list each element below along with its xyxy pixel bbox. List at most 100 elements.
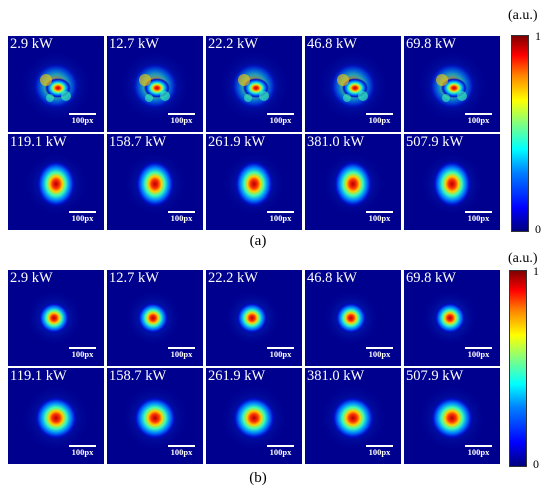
scale-bar: 100px bbox=[267, 445, 294, 457]
power-label: 119.1 kW bbox=[10, 368, 67, 384]
power-label: 261.9 kW bbox=[208, 134, 266, 150]
scale-bar: 100px bbox=[465, 113, 492, 125]
beam-tile: 381.0 kW 100px bbox=[305, 134, 401, 230]
beam-profile-image bbox=[418, 384, 486, 452]
scale-bar-label: 100px bbox=[71, 213, 94, 223]
beam-tile: 2.9 kW 100px bbox=[8, 270, 104, 366]
scale-bar-line bbox=[69, 347, 96, 349]
beam-tile: 261.9 kW 100px bbox=[206, 134, 302, 230]
beam-profile-image bbox=[119, 50, 191, 122]
colorbar bbox=[511, 35, 529, 232]
beam-profile-image bbox=[220, 384, 288, 452]
beam-tile: 12.7 kW 100px bbox=[107, 36, 203, 132]
beam-profile-image bbox=[121, 384, 189, 452]
scale-bar-line bbox=[168, 347, 195, 349]
beam-profile-image bbox=[317, 50, 389, 122]
scale-bar: 100px bbox=[366, 113, 393, 125]
power-label: 46.8 kW bbox=[307, 270, 357, 286]
beam-profile-image bbox=[321, 152, 385, 216]
scale-bar-line bbox=[69, 445, 96, 447]
scale-bar-label: 100px bbox=[467, 349, 490, 359]
beam-profile-image bbox=[222, 152, 286, 216]
scale-bar-label: 100px bbox=[269, 349, 292, 359]
beam-tile: 22.2 kW 100px bbox=[206, 36, 302, 132]
colorbar-max-label: 1 bbox=[535, 29, 541, 43]
colorbar-min-label: 0 bbox=[533, 457, 539, 471]
scale-bar-line bbox=[267, 113, 294, 115]
power-label: 2.9 kW bbox=[10, 36, 53, 52]
scale-bar-label: 100px bbox=[467, 447, 490, 457]
scale-bar-line bbox=[168, 113, 195, 115]
scale-bar-label: 100px bbox=[368, 115, 391, 125]
scale-bar: 100px bbox=[69, 445, 96, 457]
scale-bar-line bbox=[465, 113, 492, 115]
panel-caption: (a) bbox=[249, 233, 267, 249]
scale-bar: 100px bbox=[69, 347, 96, 359]
power-label: 507.9 kW bbox=[406, 368, 464, 384]
scale-bar-label: 100px bbox=[467, 115, 490, 125]
beam-tile: 46.8 kW 100px bbox=[305, 36, 401, 132]
scale-bar-line bbox=[168, 445, 195, 447]
scale-bar-line bbox=[366, 347, 393, 349]
power-label: 46.8 kW bbox=[307, 36, 357, 52]
scale-bar-label: 100px bbox=[269, 115, 292, 125]
beam-profile-image bbox=[224, 290, 280, 346]
scale-bar-label: 100px bbox=[269, 213, 292, 223]
beam-profile-image bbox=[319, 384, 387, 452]
scale-bar: 100px bbox=[168, 445, 195, 457]
unit-label: (a.u.) bbox=[508, 8, 538, 23]
scale-bar-label: 100px bbox=[170, 213, 193, 223]
scale-bar: 100px bbox=[168, 113, 195, 125]
power-label: 381.0 kW bbox=[307, 368, 365, 384]
scale-bar: 100px bbox=[267, 211, 294, 223]
scale-bar: 100px bbox=[366, 347, 393, 359]
scale-bar: 100px bbox=[267, 113, 294, 125]
colorbar-max-label: 1 bbox=[533, 264, 539, 278]
power-label: 381.0 kW bbox=[307, 134, 365, 150]
scale-bar-label: 100px bbox=[467, 213, 490, 223]
beam-tile: 2.9 kW 100px bbox=[8, 36, 104, 132]
scale-bar: 100px bbox=[69, 211, 96, 223]
beam-tile: 261.9 kW 100px bbox=[206, 368, 302, 464]
beam-tile: 119.1 kW 100px bbox=[8, 368, 104, 464]
scale-bar-line bbox=[465, 211, 492, 213]
power-label: 158.7 kW bbox=[109, 134, 167, 150]
beam-tile: 22.2 kW 100px bbox=[206, 270, 302, 366]
scale-bar-label: 100px bbox=[170, 349, 193, 359]
scale-bar: 100px bbox=[366, 445, 393, 457]
scale-bar-label: 100px bbox=[170, 447, 193, 457]
beam-profile-image bbox=[218, 50, 290, 122]
beam-tile: 158.7 kW 100px bbox=[107, 368, 203, 464]
scale-bar-line bbox=[366, 113, 393, 115]
beam-profile-image bbox=[125, 290, 181, 346]
beam-profile-image bbox=[422, 290, 478, 346]
scale-bar-line bbox=[69, 113, 96, 115]
scale-bar: 100px bbox=[267, 347, 294, 359]
scale-bar-line bbox=[267, 347, 294, 349]
beam-tile: 119.1 kW 100px bbox=[8, 134, 104, 230]
scale-bar-line bbox=[267, 211, 294, 213]
scale-bar-label: 100px bbox=[368, 349, 391, 359]
unit-label: (a.u.) bbox=[508, 251, 538, 266]
power-label: 12.7 kW bbox=[109, 270, 159, 286]
scale-bar: 100px bbox=[366, 211, 393, 223]
scale-bar-line bbox=[267, 445, 294, 447]
colorbar-min-label: 0 bbox=[535, 222, 541, 236]
panel-caption: (b) bbox=[249, 470, 267, 486]
scale-bar-label: 100px bbox=[71, 447, 94, 457]
power-label: 2.9 kW bbox=[10, 270, 53, 286]
scale-bar: 100px bbox=[465, 211, 492, 223]
scale-bar: 100px bbox=[168, 347, 195, 359]
scale-bar: 100px bbox=[465, 445, 492, 457]
beam-tile: 507.9 kW 100px bbox=[404, 368, 500, 464]
beam-profile-image bbox=[26, 290, 82, 346]
beam-profile-image bbox=[22, 384, 90, 452]
power-label: 158.7 kW bbox=[109, 368, 167, 384]
scale-bar: 100px bbox=[168, 211, 195, 223]
beam-tile: 12.7 kW 100px bbox=[107, 270, 203, 366]
scale-bar-line bbox=[366, 211, 393, 213]
scale-bar-line bbox=[69, 211, 96, 213]
scale-bar-label: 100px bbox=[71, 115, 94, 125]
beam-profile-image bbox=[24, 152, 88, 216]
beam-tile: 507.9 kW 100px bbox=[404, 134, 500, 230]
